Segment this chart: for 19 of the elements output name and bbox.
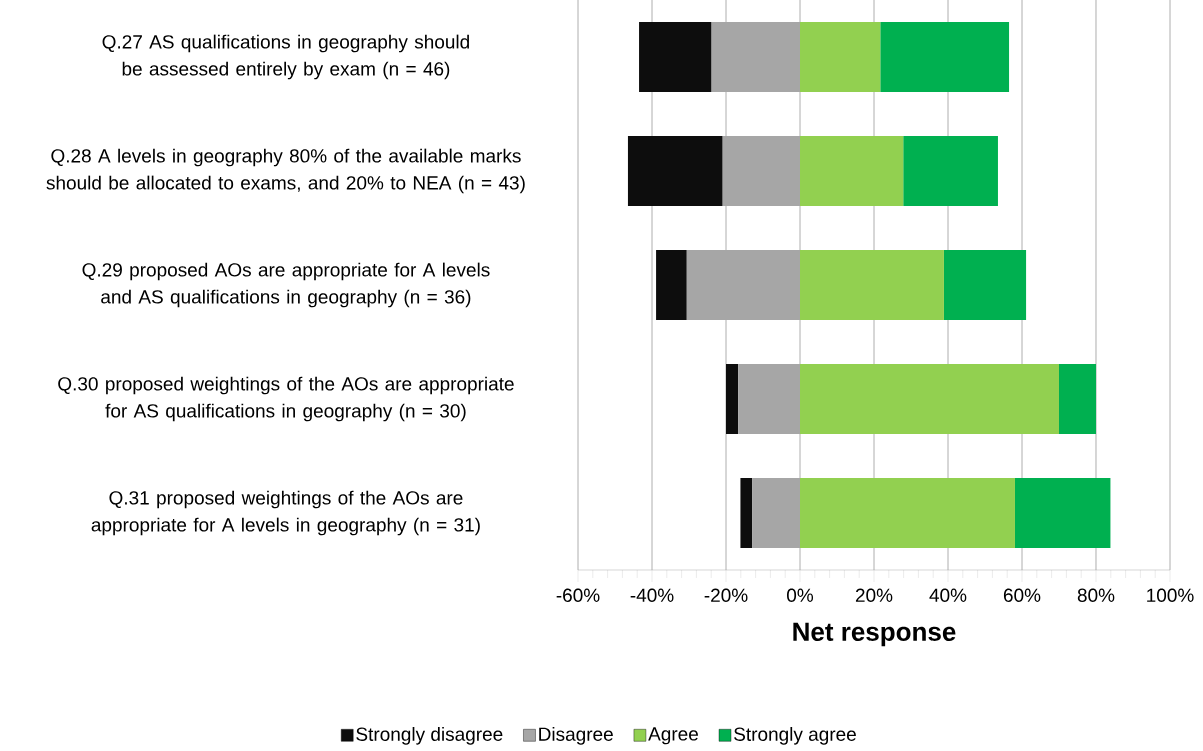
x-axis-title: Net response (793, 622, 956, 647)
legend-label: Strongly agree (734, 726, 856, 745)
x-tick-label: 80% (1077, 588, 1115, 602)
legend-label: Disagree (539, 726, 613, 745)
x-tick-label: -40% (630, 588, 674, 602)
legend-label: Strongly disagree (356, 726, 503, 745)
x-tick-label: 0% (787, 588, 814, 602)
y-tick-label: Q.28 A levels in geography 80% of the available marks should be allocated to exams, and 20% to NEA (n = 43) (46, 148, 525, 194)
y-tick-label: Q.27 AS qualifications in geography should be assessed entirely by exam (n = 46) (102, 34, 469, 80)
x-tick-label: 20% (855, 588, 893, 602)
x-tick-label: -60% (556, 588, 600, 602)
x-tick-label: 100% (1147, 588, 1194, 602)
x-tick-label: -20% (704, 588, 748, 602)
x-tick-label: 40% (929, 588, 967, 602)
y-tick-label: Q.31 proposed weightings of the AOs are appropriate for A levels in geography (n = 31) (91, 490, 480, 536)
y-tick-label: Q.30 proposed weightings of the AOs are appropriate for AS qualifications in geography (n = 30) (58, 376, 514, 422)
x-tick-label: 60% (1003, 588, 1041, 602)
legend-label: Agree (648, 727, 698, 745)
y-tick-label: Q.29 proposed AOs are appropriate for A levels and AS qualifications in geography (n = 36) (82, 262, 490, 308)
